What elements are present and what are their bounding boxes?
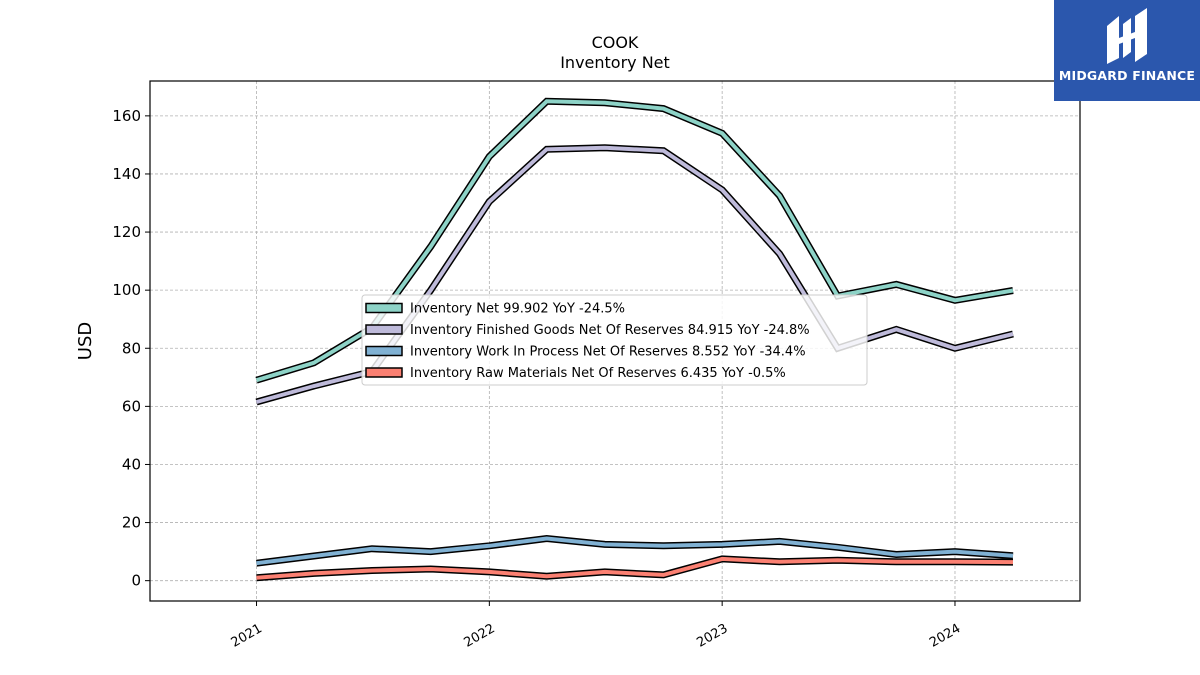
chart-subtitle: Inventory Net	[560, 53, 670, 72]
ytick-label: 60	[122, 397, 141, 415]
ytick-label: 0	[131, 572, 141, 590]
y-axis: 0 20 40 60 80 100 120 140 160	[112, 107, 150, 590]
ytick-label: 100	[112, 281, 141, 299]
ytick-label: 160	[112, 107, 141, 125]
xtick-label: 2022	[462, 621, 498, 651]
legend-label: Inventory Raw Materials Net Of Reserves …	[410, 366, 786, 381]
ytick-label: 140	[112, 165, 141, 183]
x-axis: 2021 2022 2023 2024	[229, 601, 963, 651]
legend-swatch	[365, 302, 403, 314]
legend-label: Inventory Net 99.902 YoY -24.5%	[410, 302, 625, 317]
ytick-label: 80	[122, 339, 141, 357]
legend: Inventory Net 99.902 YoY -24.5% Inventory…	[361, 294, 868, 386]
series-line-3	[256, 556, 1014, 580]
logo-text: MIDGARD FINANCE	[1058, 68, 1196, 83]
xtick-label: 2024	[927, 621, 963, 651]
legend-swatch	[365, 345, 403, 357]
y-axis-label: USD	[75, 322, 96, 360]
ytick-label: 120	[112, 223, 141, 241]
plot-frame	[149, 80, 1081, 602]
legend-swatch	[365, 367, 403, 378]
legend-box	[361, 294, 868, 386]
ytick-label: 40	[122, 455, 141, 473]
ytick-label: 20	[122, 514, 141, 532]
legend-swatch	[365, 324, 403, 335]
chart-title: COOK	[592, 33, 639, 52]
legend-label: Inventory Work In Process Net Of Reserve…	[410, 345, 806, 360]
brand-logo: MIDGARD FINANCE	[1054, 0, 1200, 101]
xtick-label: 2023	[694, 621, 730, 651]
legend-label: Inventory Finished Goods Net Of Reserves…	[410, 323, 810, 338]
series-line-2	[256, 536, 1014, 566]
xtick-label: 2021	[229, 621, 265, 651]
midgard-logo-icon	[1107, 8, 1147, 64]
